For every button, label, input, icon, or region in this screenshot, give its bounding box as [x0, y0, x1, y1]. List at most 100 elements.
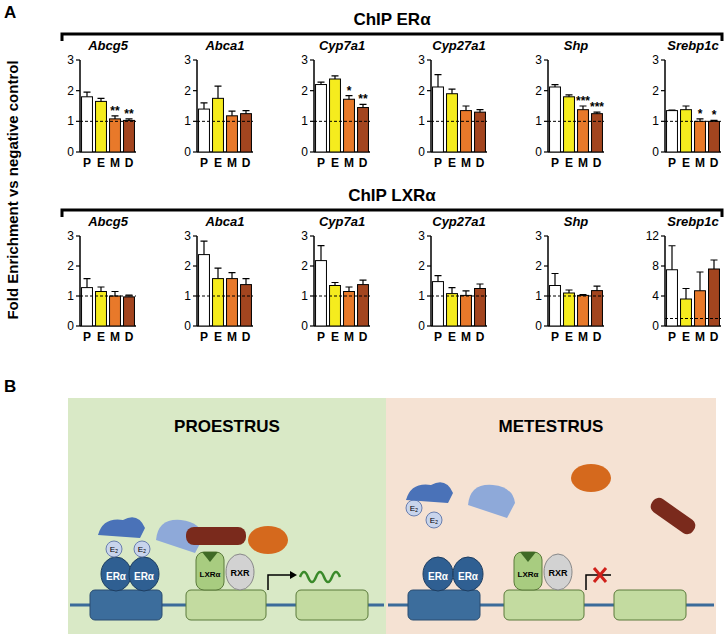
x-tick-label: M	[695, 330, 705, 344]
reference-line	[431, 296, 487, 297]
y-tick-label: 8	[652, 259, 659, 273]
x-tick-label: D	[593, 330, 602, 344]
bar	[709, 121, 720, 152]
y-tick	[310, 235, 314, 236]
ligand	[520, 552, 536, 562]
bar	[316, 85, 327, 152]
figure: AFold Enrichment vs negative controlChIP…	[0, 0, 726, 639]
marks	[314, 246, 370, 326]
x-tick-label: P	[317, 156, 325, 170]
x-tick-label: D	[242, 330, 251, 344]
error-bar	[229, 111, 236, 116]
reference-line	[314, 296, 370, 297]
bar	[213, 98, 224, 152]
chart-title: Srebp1c	[667, 214, 719, 229]
y-tick-label: 0	[418, 319, 425, 333]
y-tick	[544, 235, 548, 236]
chart: Abcg50123PEMD	[67, 214, 136, 344]
cofactor	[468, 485, 515, 518]
bar	[447, 94, 458, 152]
y-tick-label: 3	[535, 229, 542, 243]
y-tick-label: 0	[418, 145, 425, 159]
marks	[197, 241, 253, 326]
estradiol	[426, 512, 442, 528]
lxr-alpha	[514, 552, 542, 590]
y-tick	[193, 151, 197, 152]
error-bar	[435, 276, 442, 282]
significance: **	[110, 104, 120, 118]
x-tick-label: E	[682, 156, 690, 170]
lxre-element	[504, 590, 584, 620]
error-bar	[201, 103, 208, 109]
y-tick-label: 2	[418, 84, 425, 98]
y-tick-label: 0	[67, 319, 74, 333]
x-tick-label: P	[317, 330, 325, 344]
x-tick-label: D	[125, 156, 134, 170]
diagram-panel: PROESTRUSERαERαE₂E₂LXRαRXR	[68, 398, 386, 634]
reference-line	[80, 296, 136, 297]
x-tick-label: E	[682, 330, 690, 344]
chart: Shp0123PEMD	[535, 214, 604, 344]
y-tick-label: 3	[418, 229, 425, 243]
error-bar	[243, 111, 250, 114]
bar	[241, 285, 252, 326]
cofactor	[98, 517, 145, 538]
chart: Cyp27a10123PEMD	[418, 214, 487, 344]
mrna	[300, 572, 340, 582]
x-tick-label: E	[565, 330, 573, 344]
marks	[548, 85, 604, 152]
y-tick-label: 1	[301, 289, 308, 303]
estradiol	[106, 541, 122, 557]
y-tick	[310, 90, 314, 91]
group-title: ChIP ERα	[353, 10, 431, 29]
marks	[197, 86, 253, 152]
error-bar	[477, 110, 484, 112]
y-tick	[427, 265, 431, 266]
y-tick	[427, 59, 431, 60]
bar	[213, 279, 224, 326]
error-bar	[201, 241, 208, 255]
y-tick-label: 1	[535, 114, 542, 128]
x-tick-label: P	[200, 330, 208, 344]
label: E₂	[410, 504, 418, 513]
bar	[227, 279, 238, 326]
x-tick-label: E	[214, 156, 222, 170]
y-tick-label: 3	[67, 53, 74, 67]
bar	[461, 111, 472, 152]
x-tick-label: E	[448, 156, 456, 170]
y-axis	[196, 60, 198, 152]
chart-title: Abca1	[204, 38, 244, 53]
error-bar	[98, 98, 105, 101]
arrowhead	[290, 571, 297, 579]
error-bar	[463, 291, 470, 296]
y-tick	[76, 59, 80, 60]
bar	[110, 296, 121, 326]
y-tick-label: 4	[652, 289, 659, 303]
reference-line	[665, 318, 721, 319]
chart: Abcg50123PEM**D**	[67, 38, 136, 170]
y-tick-label: 3	[652, 53, 659, 67]
cofactor	[648, 495, 698, 537]
bar	[461, 295, 472, 326]
y-tick	[310, 121, 314, 122]
x-tick-label: P	[551, 156, 559, 170]
chart-title: Abcg5	[87, 214, 129, 229]
y-tick	[76, 90, 80, 91]
error-bar	[112, 292, 119, 297]
y-tick-label: 0	[652, 145, 659, 159]
bar	[667, 111, 678, 152]
error-bar	[566, 95, 573, 97]
y-tick	[193, 121, 197, 122]
error-bar	[463, 106, 470, 111]
reference-line	[197, 121, 253, 122]
y-tick	[310, 59, 314, 60]
x-tick-label: D	[593, 156, 602, 170]
bar	[433, 87, 444, 152]
error-bar	[435, 75, 442, 87]
x-tick-label: P	[83, 330, 91, 344]
reference-line	[431, 121, 487, 122]
y-tick-label: 12	[646, 229, 660, 243]
error-bar	[215, 268, 222, 279]
y-tick-label: 1	[535, 289, 542, 303]
bar	[241, 114, 252, 152]
